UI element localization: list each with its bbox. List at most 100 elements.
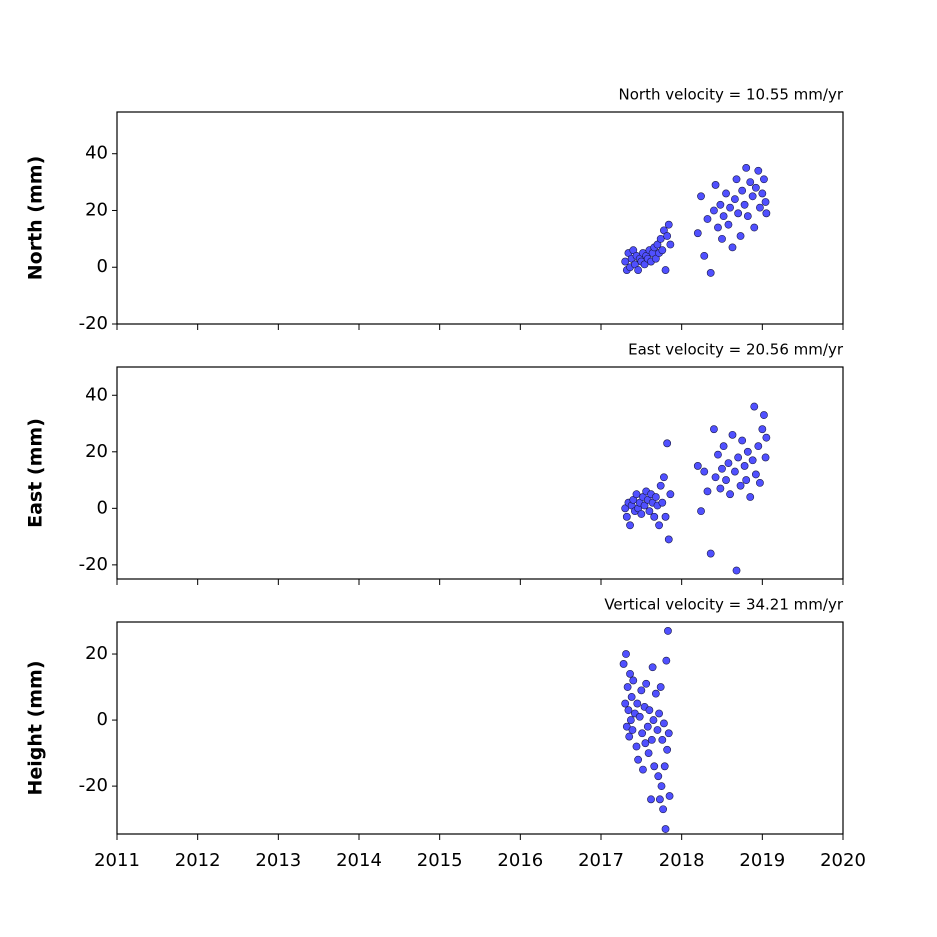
panel-title: East velocity = 20.56 mm/yr bbox=[628, 341, 844, 359]
data-point bbox=[626, 716, 635, 724]
data-point bbox=[693, 462, 702, 470]
data-point bbox=[619, 660, 628, 668]
data-point bbox=[664, 729, 673, 738]
data-point bbox=[731, 467, 739, 476]
data-point bbox=[724, 220, 733, 229]
data-point bbox=[634, 755, 643, 764]
data-point bbox=[758, 189, 767, 198]
data-point bbox=[660, 762, 669, 771]
data-point bbox=[746, 493, 755, 501]
data-point bbox=[748, 192, 757, 201]
data-point bbox=[726, 490, 734, 499]
data-point bbox=[706, 549, 715, 558]
data-point bbox=[726, 203, 734, 212]
data-point bbox=[663, 745, 672, 754]
data-point bbox=[656, 234, 665, 243]
data-point bbox=[719, 212, 728, 221]
data-point bbox=[660, 473, 668, 482]
plot-frame bbox=[116, 621, 844, 835]
data-point bbox=[657, 782, 666, 791]
data-point bbox=[641, 739, 650, 748]
data-point bbox=[740, 462, 749, 470]
data-point bbox=[700, 467, 709, 476]
data-point bbox=[736, 481, 745, 490]
data-point bbox=[649, 716, 658, 724]
data-point bbox=[740, 200, 749, 209]
data-point bbox=[665, 792, 674, 800]
data-point bbox=[658, 735, 667, 744]
y-tick-label: 0 bbox=[97, 709, 108, 730]
data-point bbox=[663, 439, 672, 448]
data-point bbox=[732, 566, 741, 575]
y-tick-label: 0 bbox=[97, 497, 108, 518]
y-tick-label: -20 bbox=[79, 313, 108, 334]
data-point bbox=[743, 447, 752, 456]
y-tick-label: 40 bbox=[85, 384, 108, 405]
data-point bbox=[761, 198, 770, 206]
data-point bbox=[746, 178, 755, 186]
data-point bbox=[754, 442, 763, 451]
data-point bbox=[743, 212, 752, 221]
data-point bbox=[751, 470, 760, 479]
data-point bbox=[711, 473, 720, 482]
data-point bbox=[734, 209, 743, 218]
data-point bbox=[700, 251, 709, 260]
data-point bbox=[650, 512, 659, 521]
data-point bbox=[634, 266, 643, 274]
x-tick-label: 2017 bbox=[578, 850, 624, 871]
data-point bbox=[622, 512, 631, 521]
y-tick-label: 20 bbox=[85, 643, 108, 664]
data-point bbox=[632, 490, 641, 499]
data-point bbox=[738, 186, 747, 195]
x-tick-label: 2019 bbox=[739, 850, 785, 871]
data-point bbox=[629, 676, 638, 685]
y-axis-label: North (mm) bbox=[25, 156, 47, 281]
data-point bbox=[722, 476, 730, 484]
y-tick-label: 20 bbox=[85, 199, 108, 220]
data-point bbox=[655, 709, 663, 718]
data-point bbox=[664, 535, 673, 544]
data-point bbox=[647, 735, 656, 744]
data-point bbox=[762, 209, 771, 218]
y-tick-label: -20 bbox=[79, 554, 108, 575]
data-point bbox=[626, 521, 634, 530]
data-point bbox=[651, 689, 660, 698]
data-point bbox=[751, 183, 760, 192]
x-tick-label: 2013 bbox=[255, 850, 301, 871]
data-point bbox=[711, 181, 720, 189]
data-point bbox=[645, 507, 654, 516]
data-point bbox=[718, 464, 726, 473]
data-point bbox=[742, 476, 751, 484]
data-point bbox=[637, 686, 646, 695]
y-tick-label: 0 bbox=[97, 256, 108, 277]
data-point bbox=[637, 510, 646, 518]
plot-frame bbox=[116, 366, 844, 580]
data-point bbox=[638, 729, 647, 738]
data-point bbox=[627, 693, 636, 701]
data-point bbox=[750, 223, 759, 232]
data-point bbox=[716, 200, 725, 209]
data-point bbox=[710, 425, 718, 434]
data-point bbox=[654, 772, 663, 781]
data-point bbox=[648, 663, 657, 672]
data-point bbox=[714, 223, 722, 232]
data-point bbox=[644, 749, 653, 757]
y-tick-label: -20 bbox=[79, 775, 108, 796]
data-point bbox=[719, 442, 728, 451]
y-axis-label: East (mm) bbox=[25, 418, 47, 528]
data-point bbox=[734, 453, 743, 462]
data-point bbox=[621, 699, 630, 708]
panel-title: Vertical velocity = 34.21 mm/yr bbox=[604, 596, 844, 614]
data-point bbox=[663, 232, 672, 240]
data-point bbox=[647, 795, 655, 804]
data-point bbox=[621, 257, 630, 266]
data-point bbox=[722, 189, 730, 198]
data-point bbox=[666, 490, 675, 499]
data-point bbox=[714, 450, 722, 459]
data-point bbox=[661, 825, 670, 833]
y-tick-label: 20 bbox=[85, 441, 108, 462]
data-point bbox=[659, 805, 668, 814]
data-point bbox=[653, 726, 662, 734]
data-point bbox=[622, 650, 630, 658]
